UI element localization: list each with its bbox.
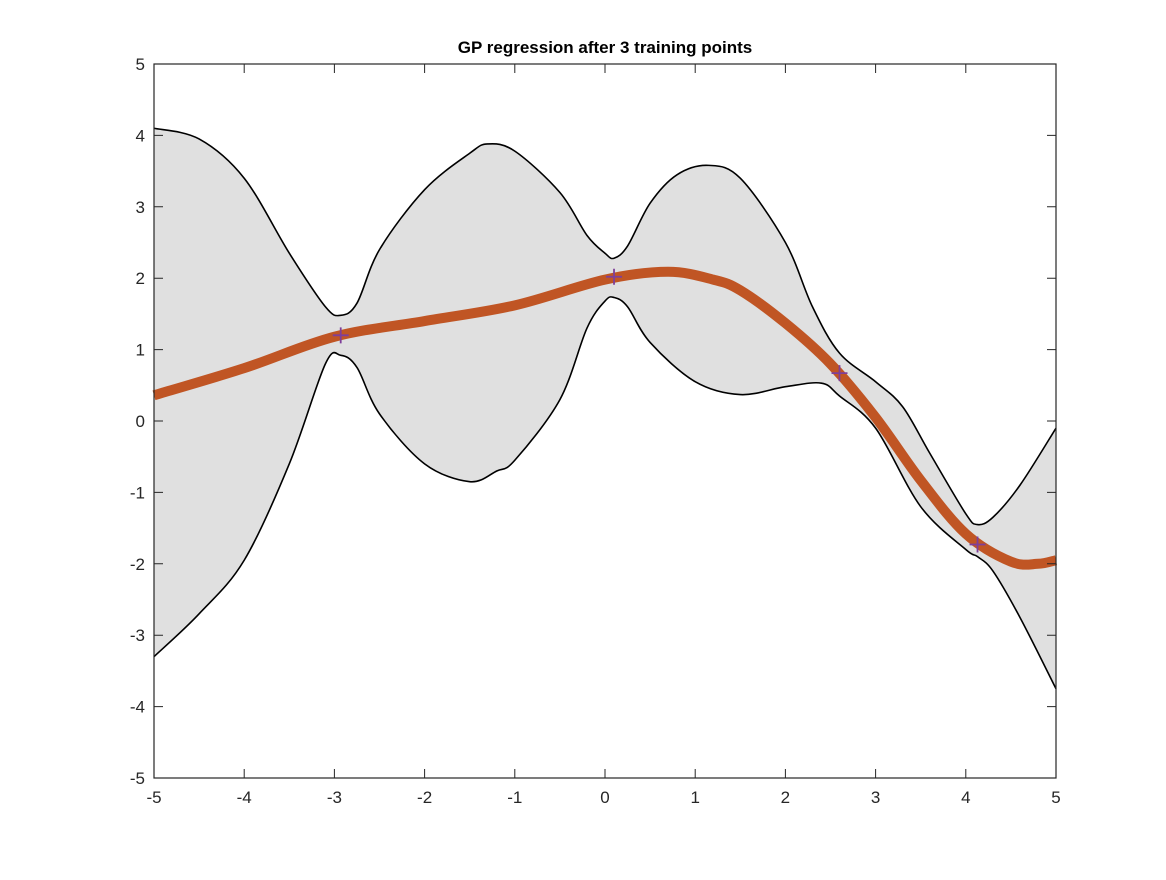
training-point xyxy=(831,365,848,382)
y-tick-label: 5 xyxy=(136,55,145,74)
y-tick-label: 1 xyxy=(136,341,145,360)
x-tick-label: -1 xyxy=(507,788,522,807)
upper-bound-line xyxy=(153,127,1057,526)
x-tick-label: -2 xyxy=(417,788,432,807)
x-tick-label: 2 xyxy=(781,788,790,807)
chart-title: GP regression after 3 training points xyxy=(458,38,752,57)
y-tick-label: 4 xyxy=(136,126,145,145)
y-tick-label: 0 xyxy=(136,412,145,431)
y-tick-label: -5 xyxy=(130,769,145,788)
x-tick-label: -4 xyxy=(237,788,252,807)
training-point xyxy=(969,536,986,553)
y-tick-label: 2 xyxy=(136,269,145,288)
lower-bound-line xyxy=(153,296,1057,690)
x-tick-label: 3 xyxy=(871,788,880,807)
mean-line xyxy=(152,266,1058,570)
x-tick-label: -3 xyxy=(327,788,342,807)
y-tick-label: -1 xyxy=(130,483,145,502)
training-point xyxy=(332,327,349,344)
x-tick-label: -5 xyxy=(146,788,161,807)
confidence-band xyxy=(154,128,1056,689)
y-tick-label: 3 xyxy=(136,198,145,217)
y-tick-label: -2 xyxy=(130,555,145,574)
x-tick-label: 1 xyxy=(690,788,699,807)
training-point xyxy=(606,268,623,285)
x-tick-label: 5 xyxy=(1051,788,1060,807)
x-tick-label: 0 xyxy=(600,788,609,807)
y-tick-label: -4 xyxy=(130,698,145,717)
y-tick-label: -3 xyxy=(130,626,145,645)
x-tick-label: 4 xyxy=(961,788,970,807)
